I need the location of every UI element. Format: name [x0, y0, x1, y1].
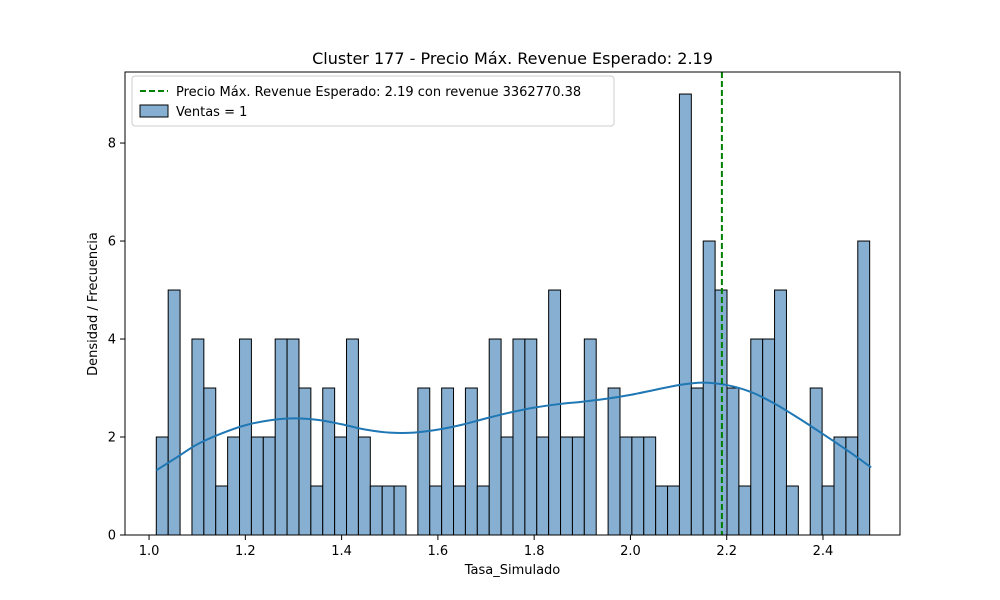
histogram-bar	[310, 485, 324, 536]
y-tick-label: 0	[108, 529, 116, 544]
x-axis-ticks: 1.0 1.2 1.4 1.6 1.8 2.0 2.2 2.4	[139, 535, 834, 559]
legend-bar-patch	[139, 104, 169, 118]
histogram-bar	[250, 436, 264, 536]
histogram-bar	[203, 387, 217, 536]
histogram-bar	[346, 338, 359, 536]
histogram-bar	[571, 436, 585, 536]
x-tick-label: 2.4	[813, 544, 834, 559]
histogram-bar	[215, 485, 229, 536]
histogram-bar	[334, 436, 348, 536]
histogram-bar	[441, 387, 455, 536]
y-tick-label: 4	[108, 333, 116, 348]
histogram-bar	[583, 338, 597, 536]
histogram-bar	[512, 338, 526, 536]
histogram-bar	[548, 289, 562, 536]
x-tick-label: 2.2	[716, 544, 737, 559]
legend-box	[131, 75, 615, 127]
histogram-bar	[476, 485, 490, 536]
histogram-bar	[536, 436, 550, 536]
plot-area-frame	[124, 71, 901, 536]
histogram-bar	[833, 436, 847, 536]
histogram-bars	[155, 93, 871, 536]
x-tick-label: 1.2	[235, 544, 256, 559]
histogram-bar	[607, 387, 621, 536]
y-axis-ticks: 0 2 4 6 8	[108, 137, 125, 544]
chart-title: Cluster 177 - Precio Máx. Revenue Espera…	[312, 49, 713, 68]
y-tick-label: 6	[108, 235, 116, 250]
x-tick-label: 1.0	[139, 544, 160, 559]
x-tick-label: 1.8	[524, 544, 545, 559]
histogram-bar	[381, 485, 395, 536]
histogram-bar	[167, 289, 181, 536]
histogram-bar	[821, 485, 835, 536]
x-tick-label: 2.0	[620, 544, 641, 559]
histogram-bar	[393, 485, 407, 536]
legend: Precio Máx. Revenue Esperado: 2.19 con r…	[131, 75, 615, 127]
histogram-bar	[690, 387, 704, 536]
histogram-bar	[643, 436, 657, 536]
histogram-bar	[750, 338, 764, 536]
kde-curve	[155, 381, 872, 472]
histogram-bar	[667, 485, 680, 536]
histogram-bar	[678, 93, 692, 536]
histogram-bar	[524, 338, 538, 536]
x-axis-label: Tasa_Simulado	[464, 563, 561, 578]
histogram-bar	[155, 436, 169, 536]
histogram-bar	[702, 240, 716, 536]
histogram-bar	[429, 485, 443, 536]
histogram-bar	[857, 240, 871, 536]
x-tick-label: 1.4	[331, 544, 352, 559]
histogram-bar	[322, 387, 336, 536]
histogram-bar	[239, 338, 252, 536]
histogram-bar	[369, 485, 383, 536]
legend-entry-bars: Ventas = 1	[176, 105, 247, 120]
y-tick-label: 2	[108, 431, 116, 446]
histogram-bar	[417, 387, 431, 536]
histogram-bar	[453, 485, 466, 536]
histogram-bar	[809, 387, 823, 536]
histogram-bar	[726, 387, 740, 536]
histogram-bar	[286, 338, 300, 536]
histogram-bar	[262, 436, 276, 536]
histogram-bar	[785, 485, 799, 536]
histogram-bar	[357, 436, 371, 536]
y-tick-label: 8	[108, 137, 116, 152]
y-axis-label: Densidad / Frecuencia	[86, 232, 101, 376]
histogram-bar	[560, 436, 573, 536]
histogram-bar	[774, 289, 787, 536]
legend-entry-vline: Precio Máx. Revenue Esperado: 2.19 con r…	[176, 85, 581, 100]
histogram-bar	[738, 485, 752, 536]
x-tick-label: 1.6	[428, 544, 449, 559]
histogram-bar	[274, 338, 288, 536]
histogram-bar	[191, 338, 205, 536]
histogram-bar	[500, 436, 514, 536]
histogram-bar	[619, 436, 633, 536]
histogram-bar	[655, 485, 669, 536]
histogram-bar	[464, 387, 478, 536]
histogram-bar	[631, 436, 645, 536]
histogram-bar	[298, 387, 312, 536]
histogram-bar	[488, 338, 502, 536]
histogram-bar	[762, 338, 776, 536]
histogram-bar	[227, 436, 241, 536]
